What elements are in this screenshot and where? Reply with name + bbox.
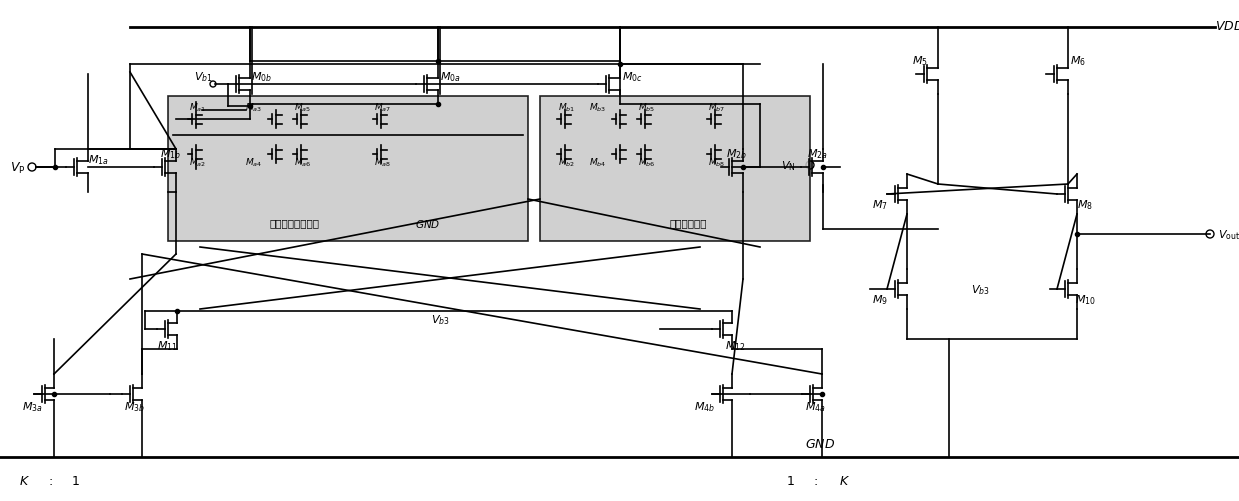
Text: $V_\mathrm{N}$: $V_\mathrm{N}$ <box>781 159 795 172</box>
Text: $M_{b3}$: $M_{b3}$ <box>590 102 607 114</box>
Text: $VDD$: $VDD$ <box>1215 20 1239 33</box>
Text: 输出电阻增强环路: 输出电阻增强环路 <box>269 219 318 228</box>
Text: $V_{b3}$: $V_{b3}$ <box>970 283 990 296</box>
Text: $M_{1a}$: $M_{1a}$ <box>88 153 108 166</box>
Text: $M_{a7}$: $M_{a7}$ <box>374 102 392 114</box>
Text: $M_{a5}$: $M_{a5}$ <box>295 102 311 114</box>
Text: $M_{2b}$: $M_{2b}$ <box>726 147 747 161</box>
Text: $M_{3a}$: $M_{3a}$ <box>21 399 42 413</box>
Text: $M_{b2}$: $M_{b2}$ <box>559 156 576 169</box>
Text: $M_{b7}$: $M_{b7}$ <box>709 102 726 114</box>
Text: $M_{b6}$: $M_{b6}$ <box>638 156 655 169</box>
Text: $M_{2a}$: $M_{2a}$ <box>807 147 828 161</box>
Text: $M_{1b}$: $M_{1b}$ <box>160 147 182 161</box>
Text: $K$: $K$ <box>20 474 31 487</box>
Text: 跨导增强环路: 跨导增强环路 <box>670 219 707 228</box>
Text: $M_{b5}$: $M_{b5}$ <box>638 102 655 114</box>
Text: $M_5$: $M_5$ <box>912 54 928 68</box>
Text: $M_{b8}$: $M_{b8}$ <box>709 156 726 169</box>
Text: $1$: $1$ <box>786 474 794 487</box>
Text: $M_7$: $M_7$ <box>872 198 888 211</box>
Bar <box>169 97 528 241</box>
Text: $GND$: $GND$ <box>415 217 440 229</box>
Text: $:$: $:$ <box>46 474 53 487</box>
Text: $M_{10}$: $M_{10}$ <box>1074 293 1095 306</box>
Text: $M_{0b}$: $M_{0b}$ <box>252 70 273 84</box>
Text: $M_{b1}$: $M_{b1}$ <box>559 102 576 114</box>
Text: $M_{12}$: $M_{12}$ <box>725 338 746 352</box>
Text: $M_{4a}$: $M_{4a}$ <box>804 399 825 413</box>
Text: $V_\mathrm{P}$: $V_\mathrm{P}$ <box>10 160 26 175</box>
Text: $M_{b4}$: $M_{b4}$ <box>590 156 607 169</box>
Text: $K$: $K$ <box>840 474 850 487</box>
Text: $M_{a2}$: $M_{a2}$ <box>190 156 207 169</box>
Text: $:$: $:$ <box>812 474 819 487</box>
Text: $GND$: $GND$ <box>805 438 835 450</box>
Text: $M_{a4}$: $M_{a4}$ <box>245 156 263 169</box>
Text: $V_\mathrm{out}$: $V_\mathrm{out}$ <box>1218 227 1239 241</box>
Text: $M_{a3}$: $M_{a3}$ <box>245 102 263 114</box>
Text: $M_8$: $M_8$ <box>1077 198 1093 211</box>
Text: $M_{0c}$: $M_{0c}$ <box>622 70 642 84</box>
Text: $V_{b1}$: $V_{b1}$ <box>193 70 212 84</box>
Text: $M_{a8}$: $M_{a8}$ <box>374 156 392 169</box>
Text: $M_{0a}$: $M_{0a}$ <box>440 70 461 84</box>
Text: $M_{4b}$: $M_{4b}$ <box>694 399 716 413</box>
Text: $M_6$: $M_6$ <box>1070 54 1087 68</box>
Bar <box>540 97 810 241</box>
Text: $M_{11}$: $M_{11}$ <box>156 338 177 352</box>
Text: $M_{3b}$: $M_{3b}$ <box>124 399 145 413</box>
Text: $M_9$: $M_9$ <box>872 293 888 306</box>
Text: $M_{a6}$: $M_{a6}$ <box>295 156 312 169</box>
Text: $1$: $1$ <box>71 474 79 487</box>
Text: $V_{b3}$: $V_{b3}$ <box>431 313 450 326</box>
Text: $M_{a1}$: $M_{a1}$ <box>190 102 207 114</box>
